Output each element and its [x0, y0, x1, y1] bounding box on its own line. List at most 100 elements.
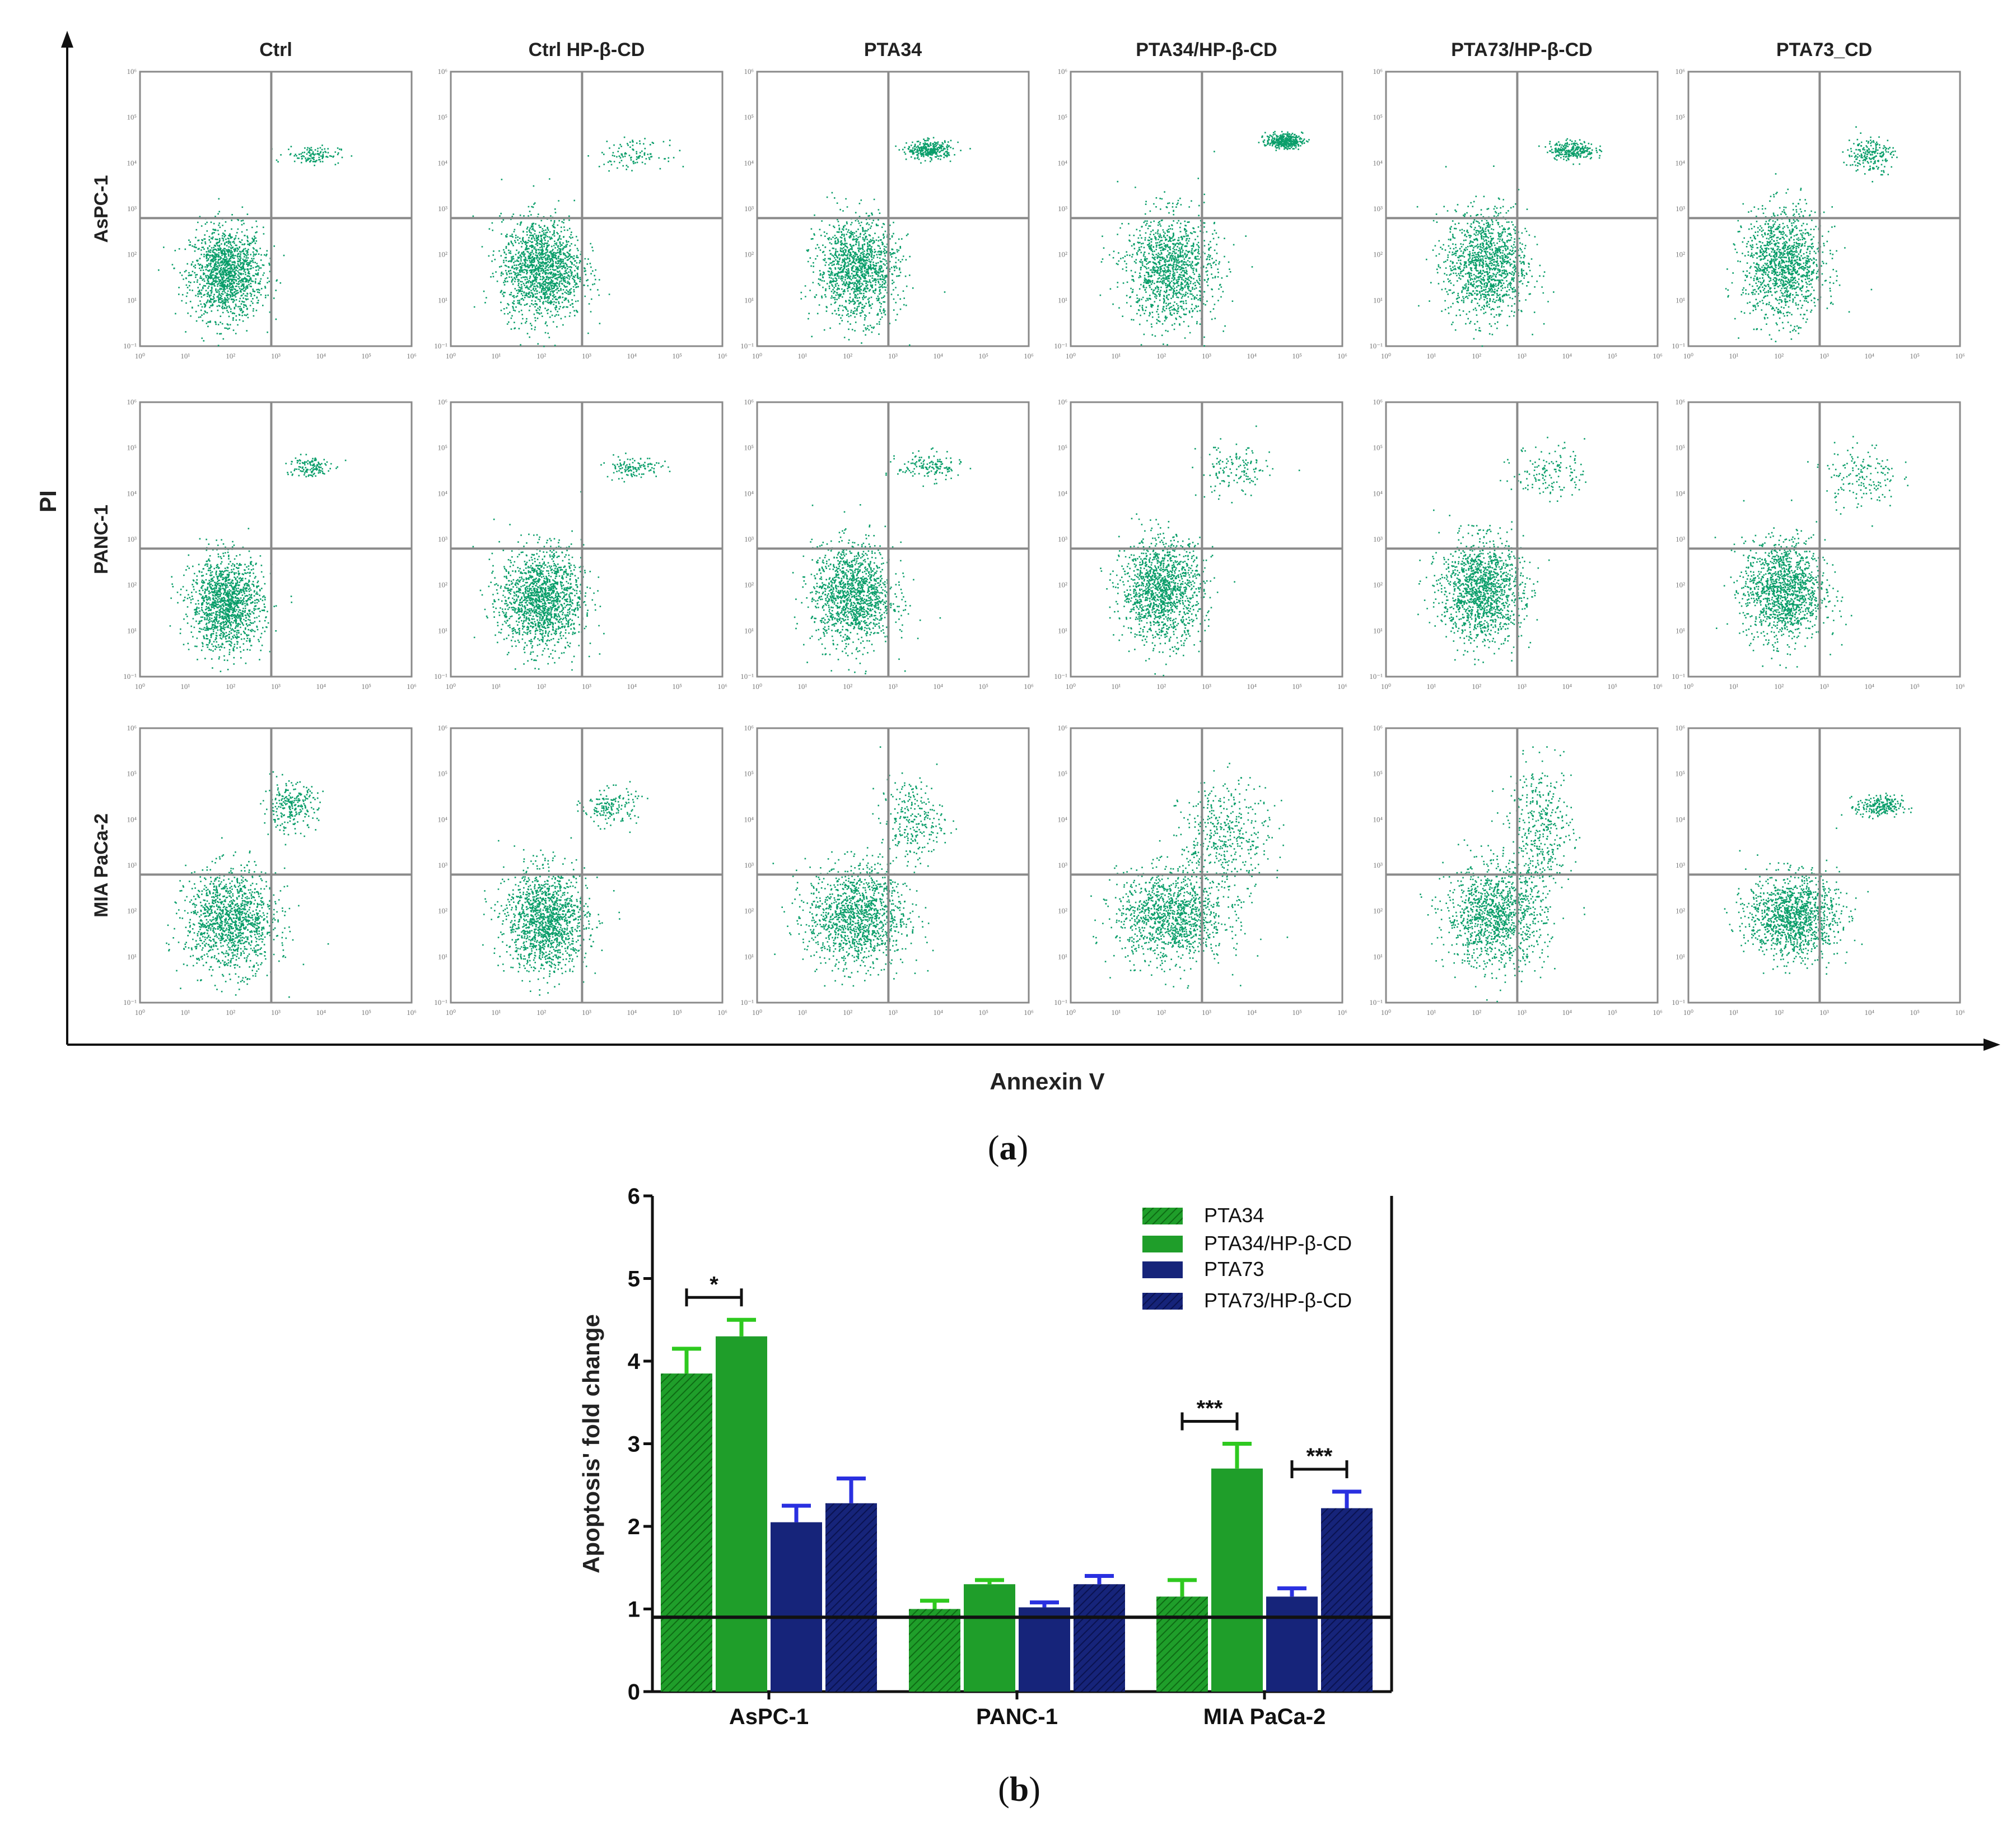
y-tick-label: 10⁵ [1373, 444, 1383, 452]
legend-swatch [1142, 1293, 1183, 1310]
x-tick-label: 10³ [271, 352, 281, 360]
x-tick-label: 10² [1156, 352, 1166, 360]
x-tick-label: 10² [536, 1008, 546, 1017]
y-tick-label: 10⁵ [1675, 770, 1685, 778]
x-tick-label: 10³ [271, 682, 281, 691]
apoptosis-bar-chart: (b) 0 1 2 3 4 5 6 Apoptosis' fold change AsPC-1 P… [578, 1184, 1393, 1809]
x-tick-label: 10⁶ [1955, 1008, 1965, 1017]
y-tick-label: 10⁻¹ [740, 998, 754, 1007]
event-dots [800, 137, 971, 346]
x-tick-label: 10⁶ [1653, 352, 1663, 360]
y-tick-label: 10⁴ [744, 159, 754, 167]
panel-frame [1070, 401, 1343, 678]
y-tick-label: 10⁵ [127, 444, 137, 452]
y-tick-label: 10⁵ [744, 444, 754, 452]
y-tick-label: 10⁻¹ [740, 342, 754, 350]
x-tick-label: 10⁵ [1910, 682, 1920, 691]
y-tick-label: 10⁶ [437, 67, 447, 76]
column-title: PTA34 [864, 39, 922, 60]
x-tick-label: 10⁰ [1683, 352, 1693, 360]
x-tick-label: 10³ [888, 682, 898, 691]
y-tick-label: 6 [628, 1184, 640, 1209]
y-tick-label: 10³ [127, 204, 137, 213]
panel-frame [139, 71, 413, 347]
x-tick-label: 10² [226, 352, 235, 360]
panel-frame [139, 727, 413, 1004]
y-tick-label: 10⁴ [1373, 159, 1383, 167]
y-tick-label: 10⁴ [437, 489, 447, 497]
pi-axis-arrow-icon [61, 31, 73, 48]
y-tick-label: 10³ [1676, 861, 1685, 869]
panel-letter-b: b [1010, 1771, 1029, 1809]
y-tick-label: 10⁶ [744, 724, 754, 732]
x-tick-label: 10⁴ [1247, 352, 1257, 360]
panel-frame [139, 401, 413, 678]
x-tick-label: 10⁰ [446, 352, 456, 360]
x-tick-label: 10⁴ [316, 1008, 326, 1017]
y-tick-label: 5 [628, 1267, 640, 1292]
column-title: Ctrl [259, 39, 292, 60]
y-tick-label: 10⁴ [1057, 815, 1067, 823]
x-tick-label: 10² [536, 682, 546, 691]
x-tick-label: 10² [1472, 1008, 1481, 1017]
y-tick-label: 10⁶ [1057, 398, 1067, 406]
x-tick-label: 10³ [1517, 352, 1527, 360]
scatter-panel: 10⁰ 10¹ 10² 10³ 10⁴ 10⁵ 10⁶ 10⁻¹ 10¹ 10² 10³ 10⁴ 10⁵… [740, 398, 1034, 691]
y-tick-label: 10² [438, 250, 447, 259]
y-tick-label: 10⁻¹ [123, 998, 137, 1007]
x-tick-label: 10³ [1517, 682, 1527, 691]
y-tick-label: 10² [744, 581, 754, 589]
x-tick-label: 10⁴ [934, 352, 944, 360]
x-tick-label: 10¹ [1729, 682, 1738, 691]
x-tick-label: 10⁵ [1292, 682, 1302, 691]
x-tick-label: 10⁰ [752, 682, 762, 691]
scatter-panel: 10⁰ 10¹ 10² 10³ 10⁴ 10⁵ 10⁶ 10⁻¹ 10¹ 10² 10³ 10⁴ 10⁵… [1054, 67, 1347, 360]
x-tick-label: 10² [843, 352, 852, 360]
x-tick-label: 10¹ [1729, 352, 1738, 360]
y-tick-label: 10² [1373, 250, 1383, 259]
y-tick-label: 10⁶ [1057, 724, 1067, 732]
x-tick-label: 10¹ [797, 352, 807, 360]
y-tick-label: 10⁵ [1057, 113, 1067, 122]
y-tick-label: 10⁴ [744, 815, 754, 823]
y-tick-label: 10² [438, 907, 447, 915]
y-tick-label: 10² [127, 250, 137, 259]
y-tick-label: 10² [1058, 581, 1067, 589]
y-tick-label: 10¹ [1373, 296, 1383, 304]
x-tick-label: 10⁶ [1955, 352, 1965, 360]
x-tick-label: 10³ [1819, 1008, 1829, 1017]
x-tick-label: 10⁵ [672, 352, 682, 360]
y-tick-label: 10⁴ [1675, 159, 1685, 167]
y-tick-label: 10⁵ [744, 113, 754, 122]
x-tick-label: 10⁵ [1607, 1008, 1617, 1017]
panel-label-b: (b) [998, 1771, 1040, 1809]
y-tick-label: 4 [628, 1349, 641, 1374]
category-label: MIA PaCa-2 [1203, 1704, 1326, 1729]
y-tick-label: 10² [1373, 907, 1383, 915]
y-tick-label: 10³ [1373, 861, 1383, 869]
scatter-panel: 10⁰ 10¹ 10² 10³ 10⁴ 10⁵ 10⁶ 10⁻¹ 10¹ 10² 10³ 10⁴ 10⁵… [740, 724, 1034, 1017]
x-tick-label: 10⁰ [1066, 682, 1076, 691]
x-tick-label: 10⁶ [407, 1008, 417, 1017]
x-tick-label: 10¹ [1729, 1008, 1738, 1017]
x-tick-label: 10⁵ [1292, 352, 1302, 360]
x-tick-label: 10⁶ [1653, 682, 1663, 691]
y-tick-label: 10³ [744, 535, 754, 543]
x-tick-label: 10⁵ [978, 682, 988, 691]
x-tick-label: 10⁴ [316, 352, 326, 360]
legend-label: PTA34 [1204, 1204, 1264, 1227]
bar [716, 1336, 767, 1692]
x-tick-label: 10² [1774, 352, 1784, 360]
y-tick-label: 10³ [127, 861, 137, 869]
x-tick-label: 10⁴ [1562, 682, 1572, 691]
x-tick-label: 10⁶ [1024, 352, 1034, 360]
y-tick-label: 10² [1676, 250, 1685, 259]
y-tick-label: 10³ [744, 204, 754, 213]
y-tick-label: 10¹ [127, 296, 137, 304]
x-tick-label: 10¹ [797, 1008, 807, 1017]
y-axis-label: Apoptosis' fold change [578, 1314, 604, 1573]
x-tick-label: 10³ [271, 1008, 281, 1017]
significance-label: * [710, 1272, 718, 1297]
scatter-panel: 10⁰ 10¹ 10² 10³ 10⁴ 10⁵ 10⁶ 10⁻¹ 10¹ 10² 10³ 10⁴ 10⁵… [1369, 724, 1663, 1017]
x-tick-label: 10³ [1819, 682, 1829, 691]
